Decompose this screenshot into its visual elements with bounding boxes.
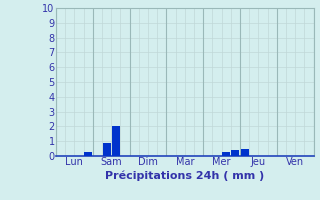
Bar [231, 150, 239, 156]
X-axis label: Précipitations 24h ( mm ): Précipitations 24h ( mm ) [105, 170, 264, 181]
Bar [241, 149, 249, 156]
Bar [112, 126, 120, 156]
Bar [222, 152, 230, 156]
Bar [103, 143, 110, 156]
Bar [84, 152, 92, 156]
